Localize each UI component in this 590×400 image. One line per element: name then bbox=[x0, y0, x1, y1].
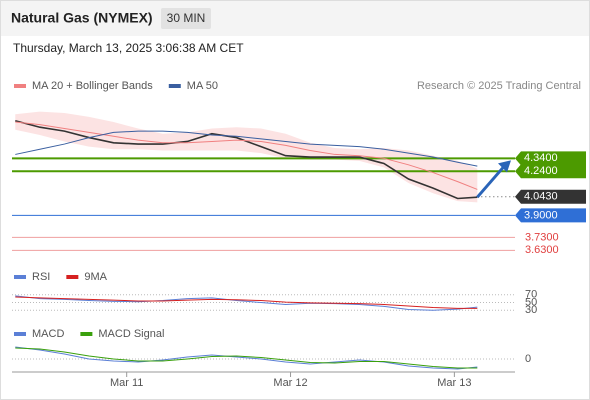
timestamp: Thursday, March 13, 2025 3:06:38 AM CET bbox=[13, 41, 244, 55]
series-line bbox=[15, 295, 478, 311]
legend-swatch bbox=[14, 275, 26, 279]
level-label: 3.7300 bbox=[525, 231, 559, 243]
legend-label: MACD Signal bbox=[98, 328, 164, 340]
credit: Research © 2025 Trading Central bbox=[417, 80, 581, 92]
series-line bbox=[15, 347, 478, 369]
series-line bbox=[15, 130, 478, 167]
level-label: 4.3400 bbox=[524, 152, 558, 164]
y-tick-label: 0 bbox=[525, 353, 531, 365]
legend-swatch bbox=[80, 332, 93, 336]
legend-label: MACD bbox=[32, 328, 64, 340]
legend-label: RSI bbox=[32, 271, 50, 283]
level-label: 4.2400 bbox=[524, 165, 558, 177]
legend-swatch bbox=[168, 84, 181, 88]
forecast-arrow bbox=[476, 164, 507, 199]
legend-swatch bbox=[14, 332, 26, 336]
level-label: 3.9000 bbox=[524, 209, 558, 221]
x-tick-label: Mar 11 bbox=[110, 377, 143, 389]
timeframe-badge bbox=[161, 8, 211, 29]
level-label: 3.6300 bbox=[525, 244, 559, 256]
legend-label: 9MA bbox=[84, 271, 107, 283]
legend-label: MA 50 bbox=[187, 80, 218, 92]
level-label-box bbox=[515, 189, 586, 204]
series-line bbox=[15, 346, 478, 370]
legend-label: MA 20 + Bollinger Bands bbox=[32, 80, 153, 92]
level-label: 4.0430 bbox=[524, 191, 558, 203]
header-bar bbox=[0, 0, 590, 36]
series-line bbox=[15, 296, 478, 309]
y-tick-label: 50 bbox=[525, 296, 537, 308]
series-line bbox=[15, 121, 478, 190]
legend-swatch bbox=[66, 275, 79, 279]
x-tick-label: Mar 13 bbox=[437, 377, 471, 389]
timeframe: 30 MIN bbox=[167, 11, 206, 25]
x-tick-label: Mar 12 bbox=[273, 377, 307, 389]
level-label-box bbox=[515, 208, 586, 223]
y-tick-label: 70 bbox=[525, 289, 537, 301]
y-tick-label: 30 bbox=[525, 304, 537, 316]
title: Natural Gas (NYMEX) bbox=[11, 10, 153, 26]
bollinger-band bbox=[15, 111, 478, 203]
legend-swatch bbox=[14, 84, 26, 88]
level-label-box bbox=[515, 151, 586, 166]
level-label-box bbox=[515, 164, 586, 179]
forecast-arrowhead bbox=[498, 160, 511, 173]
price-line bbox=[15, 119, 478, 200]
